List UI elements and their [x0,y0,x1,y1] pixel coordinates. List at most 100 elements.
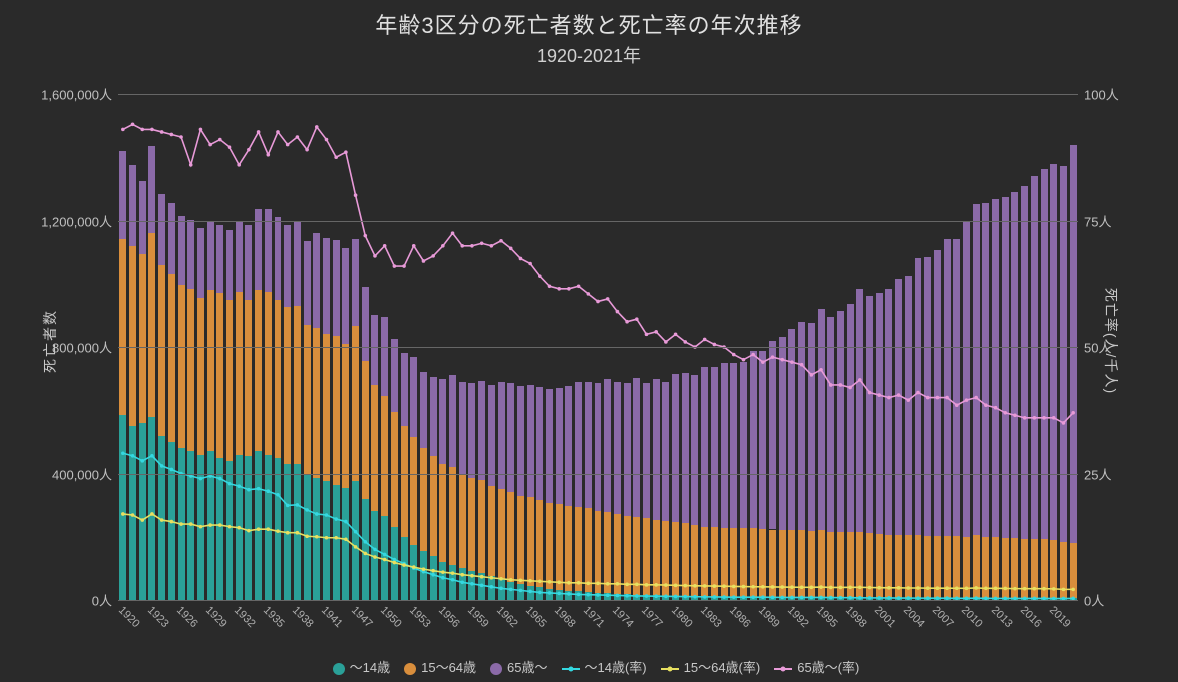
line-mid-marker [596,582,600,586]
line-mid-marker [703,584,707,588]
line-old-marker [460,244,464,248]
line-mid-marker [208,523,212,527]
y-right-tick-label: 25人 [1084,464,1111,483]
line-old-marker [897,393,901,397]
line-mid-marker [189,522,193,526]
line-young-marker [354,530,358,534]
line-mid-marker [131,513,135,517]
line-mid-marker [257,527,261,531]
line-young-marker [519,589,523,593]
line-mid-marker [887,586,891,590]
line-mid-marker [1033,587,1037,591]
line-mid-marker [441,570,445,574]
line-old-marker [1023,416,1027,420]
y-left-tick-label: 0人 [92,591,112,610]
line-mid-marker [509,578,513,582]
x-tick-label: 1953 [407,604,433,630]
line-young-marker [373,548,377,552]
x-tick-label: 1965 [523,604,549,630]
x-tick-label: 1977 [639,604,665,630]
line-mid-marker [683,584,687,588]
x-tick-label: 2007 [930,604,956,630]
line-mid-marker [819,585,823,589]
line-young-marker [257,487,261,491]
line-young-marker [606,593,610,597]
line-mid-marker [839,586,843,590]
line-old-marker [625,320,629,324]
line-mid-marker [713,584,717,588]
line-old-marker [732,353,736,357]
line-old-marker [1042,416,1046,420]
line-old-marker [402,264,406,268]
line-young-marker [150,454,154,458]
line-mid-marker [402,563,406,567]
line-young-marker [800,596,804,600]
x-tick-label: 1926 [174,604,200,630]
line-old-marker [199,128,203,132]
line-old-marker [771,355,775,359]
line-old-marker [315,125,319,129]
line-old-marker [363,234,367,238]
line-old-marker [557,287,561,291]
line-old-marker [703,338,707,342]
line-old-marker [654,330,658,334]
line-old-marker [170,133,174,137]
line-young-marker [383,553,387,557]
line-old-marker [121,128,125,132]
line-young-marker [567,592,571,596]
line-young-marker [577,593,581,597]
line-old-marker [344,150,348,154]
x-tick-label: 1968 [552,604,578,630]
line-mid-marker [1023,587,1027,591]
line-mid-marker [218,523,222,527]
x-tick-label: 1971 [581,604,607,630]
line-mid-marker [470,574,474,578]
line-young-marker [839,596,843,600]
line-mid-marker [354,545,358,549]
line-old-marker [470,244,474,248]
line-old-marker [1052,416,1056,420]
line-mid-marker [722,584,726,588]
y-right-tick-label: 0人 [1084,591,1104,610]
line-mid-marker [984,587,988,591]
line-young-marker [693,595,697,599]
line-old-marker [131,123,135,127]
line-young-marker [490,585,494,589]
line-mid-marker [974,586,978,590]
line-old-marker [936,396,940,400]
line-old-marker [974,396,978,400]
line-mid-marker [393,561,397,565]
line-young-marker [160,464,164,468]
x-tick-label: 1950 [378,604,404,630]
line-old-marker [247,148,251,152]
line-old-marker [1071,411,1075,415]
line-young-marker [334,517,338,521]
line-old-marker [751,353,755,357]
x-tick-label: 1980 [668,604,694,630]
line-old-marker [955,403,959,407]
chart-title: 年齢3区分の死亡者数と死亡率の年次推移 [0,0,1178,40]
line-young-marker [344,520,348,524]
line-mid-marker [1052,587,1056,591]
line-mid-marker [179,522,183,526]
line-old-marker [587,292,591,296]
y-right-tick-label: 75人 [1084,211,1111,230]
line-old-marker [334,155,338,159]
x-tick-label: 2013 [988,604,1014,630]
line-old-marker [538,274,542,278]
x-tick-label: 1947 [348,604,374,630]
line-young-marker [199,477,203,481]
line-young-marker [557,592,561,596]
line-mid-marker [1013,587,1017,591]
line-mid-marker [858,586,862,590]
line-young-marker [470,582,474,586]
x-tick-label: 2010 [959,604,985,630]
x-tick-label: 1983 [698,604,724,630]
line-young-marker [771,596,775,600]
line-old-marker [780,358,784,362]
line-mid-marker [780,585,784,589]
line-mid-marker [286,531,290,535]
line-old-marker [373,254,377,258]
x-tick-label: 1998 [843,604,869,630]
line-young-marker [315,512,319,516]
